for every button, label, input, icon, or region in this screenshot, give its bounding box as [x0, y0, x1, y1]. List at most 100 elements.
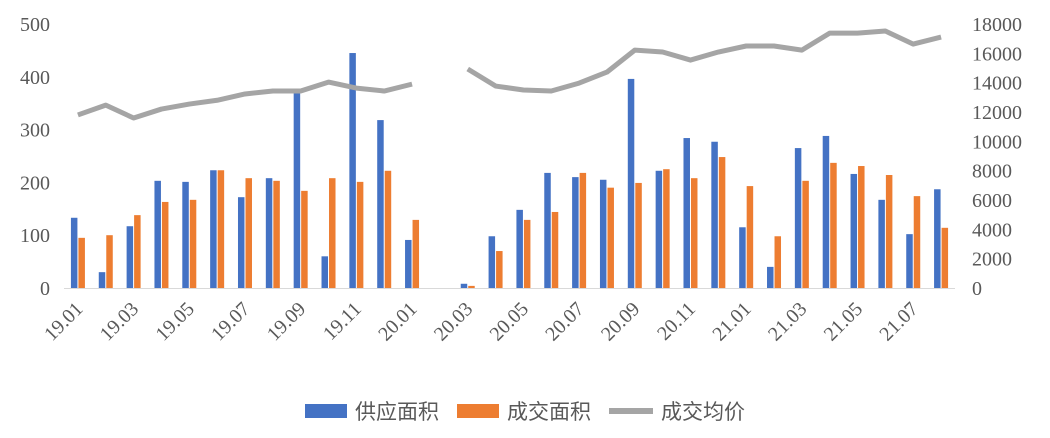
legend: 供应面积 成交面积 成交均价	[0, 396, 1050, 426]
x-tick-label: 19.09	[263, 298, 310, 345]
bar-deal-area	[329, 178, 336, 288]
legend-item-supply: 供应面积	[305, 396, 439, 426]
y-left-tick-label: 300	[20, 120, 50, 142]
bar-supply	[98, 272, 106, 288]
bar-supply	[321, 256, 329, 288]
bar-deal-area	[245, 178, 252, 288]
bar-supply	[126, 226, 134, 288]
bar-deal-area	[134, 215, 141, 288]
bar-deal-area	[301, 190, 308, 288]
legend-label-deal-area: 成交面积	[507, 400, 591, 424]
bar-supply	[237, 197, 245, 288]
y-left-tick-label: 200	[20, 172, 50, 194]
bar-supply	[739, 227, 746, 288]
y-right-tick-label: 18000	[972, 14, 1022, 36]
bar-deal-area	[913, 196, 921, 288]
bar-deal-area	[718, 157, 726, 288]
x-tick-label: 20.11	[653, 298, 700, 345]
bar-supply	[154, 180, 161, 288]
bar-supply	[850, 173, 858, 288]
bar-supply	[516, 209, 523, 288]
legend-item-deal-area: 成交面积	[457, 396, 591, 426]
bar-supply	[377, 120, 384, 288]
bar-deal-area	[217, 170, 225, 288]
x-tick-label: 19.01	[40, 298, 87, 345]
bar-supply	[655, 170, 663, 288]
bar-deal-area	[830, 162, 837, 288]
x-tick-label: 20.07	[541, 298, 588, 345]
bar-supply	[70, 217, 78, 288]
avg-price-line	[466, 28, 942, 94]
y-right-tick-label: 2000	[972, 249, 1012, 271]
bar-deal-area	[690, 178, 698, 288]
x-tick-label: 21.01	[708, 298, 755, 345]
bar-supply	[460, 283, 468, 288]
bar-deal-area	[607, 187, 614, 288]
y-right-tick-label: 10000	[972, 131, 1022, 153]
legend-label-avg-price: 成交均价	[661, 400, 745, 424]
bar-deal-area	[161, 201, 169, 288]
x-tick-label: 21.05	[820, 298, 867, 345]
bar-deal-area	[663, 169, 670, 288]
y-left-tick-label: 500	[20, 14, 50, 36]
x-tick-label: 21.03	[764, 298, 811, 345]
y-right-tick-label: 12000	[972, 102, 1022, 124]
avg-price-line	[77, 79, 413, 121]
x-tick-label: 19.11	[319, 298, 366, 345]
bar-supply	[572, 177, 579, 288]
bar-supply	[683, 138, 690, 288]
bar-deal-area	[941, 227, 949, 288]
bar-deal-area	[635, 182, 642, 288]
bar-supply	[210, 170, 217, 288]
bar-supply	[822, 135, 830, 288]
bar-supply	[711, 141, 718, 288]
bar-supply	[906, 234, 913, 288]
bar-supply	[544, 172, 551, 288]
bar-deal-area	[774, 236, 782, 288]
x-tick-label: 19.05	[151, 298, 198, 345]
bar-supply	[627, 78, 635, 288]
bar-supply	[265, 178, 273, 288]
legend-swatch-deal-area	[457, 404, 499, 418]
bar-deal-area	[78, 237, 85, 288]
bar-deal-area	[106, 235, 113, 288]
y-left-tick-label: 100	[20, 225, 50, 247]
bar-supply	[599, 179, 607, 288]
bar-supply	[794, 148, 802, 288]
bar-deal-area	[579, 172, 587, 288]
bar-deal-area	[802, 180, 809, 288]
y-right-tick-label: 8000	[972, 161, 1012, 183]
y-right-tick-label: 6000	[972, 190, 1012, 212]
bar-supply	[293, 93, 301, 288]
bar-deal-area	[523, 219, 531, 288]
bar-deal-area	[468, 285, 475, 288]
bar-deal-area	[412, 219, 420, 288]
x-tick-label: 19.07	[207, 298, 254, 345]
x-tick-label: 20.01	[374, 298, 421, 345]
y-right-tick-label: 14000	[972, 73, 1022, 95]
bar-deal-area	[189, 199, 197, 288]
bar-deal-area	[858, 166, 865, 288]
x-tick-label: 20.03	[430, 298, 477, 345]
bar-supply	[878, 199, 885, 288]
x-tick-label: 20.05	[486, 298, 533, 345]
legend-item-avg-price: 成交均价	[609, 396, 745, 426]
bar-supply	[488, 236, 496, 288]
bar-deal-area	[885, 175, 893, 288]
legend-label-supply: 供应面积	[355, 400, 439, 424]
y-right-tick-label: 4000	[972, 219, 1012, 241]
x-tick-label: 21.07	[875, 298, 922, 345]
bar-deal-area	[273, 180, 280, 288]
bar-deal-area	[384, 170, 392, 288]
bar-supply	[767, 266, 774, 288]
y-left-tick-label: 400	[20, 67, 50, 89]
bar-deal-area	[746, 186, 754, 288]
x-tick-label: 20.09	[597, 298, 644, 345]
y-right-tick-label: 16000	[972, 43, 1022, 65]
bar-deal-area	[551, 211, 559, 288]
bar-supply	[182, 181, 189, 288]
bar-supply	[934, 189, 941, 288]
y-right-tick-label: 0	[972, 278, 982, 300]
bar-deal-area	[496, 251, 503, 288]
